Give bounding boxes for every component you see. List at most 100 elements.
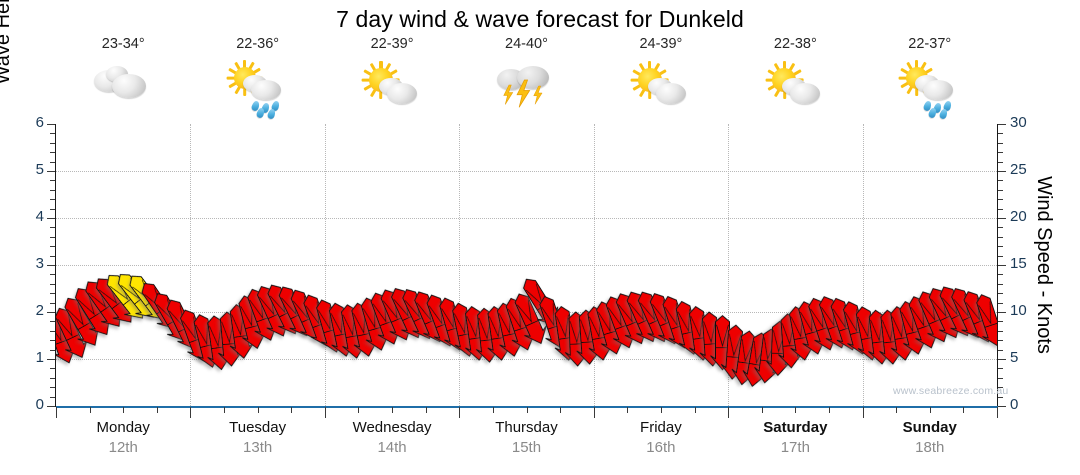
right-tick-major (998, 359, 1006, 360)
right-tick-minor (998, 255, 1003, 257)
gridline-y-5 (56, 171, 997, 172)
temperature-range-label: 22-39° (370, 36, 414, 52)
x-tick-minor (929, 407, 931, 413)
left-tick-label: 3 (35, 255, 44, 272)
right-tick-minor (998, 377, 1003, 379)
right-tick-label: 5 (1010, 349, 1019, 366)
x-tick-minor (828, 407, 830, 413)
gridline-day-4 (593, 124, 595, 406)
barb-feather (466, 314, 480, 338)
cloud-shape (790, 83, 821, 104)
wind-barb-series (56, 124, 997, 406)
day-date-label: 15th (511, 439, 542, 456)
x-tick-minor (392, 407, 394, 413)
wind-barb (64, 297, 99, 346)
left-tick-minor (50, 330, 55, 332)
x-axis-day-friday: Friday 16th (594, 418, 728, 468)
right-tick-minor (998, 368, 1003, 370)
left-tick-major (47, 406, 55, 407)
x-tick-minor (358, 407, 360, 413)
barb-feather (57, 313, 73, 338)
right-tick-label: 0 (1010, 396, 1019, 413)
cloud-shape (250, 80, 281, 100)
barb-feather (453, 310, 467, 335)
right-tick-minor (998, 293, 1003, 295)
barb-feather (195, 322, 208, 346)
right-tick-minor (998, 199, 1003, 201)
left-tick-minor (50, 161, 55, 163)
barb-tail (56, 307, 80, 342)
day-date-label: 13th (243, 439, 273, 456)
left-tick-label: 2 (35, 302, 44, 319)
right-tick-major (998, 124, 1006, 125)
sun-cloud-rain-icon (895, 58, 965, 120)
sun-cloud-icon (357, 58, 427, 116)
left-tick-major (47, 218, 55, 219)
day-name-label: Thursday (495, 419, 558, 436)
sun-cloud-icon (760, 58, 830, 116)
left-tick-label: 5 (35, 161, 44, 178)
cloud-shape (112, 74, 147, 98)
right-tick-minor (998, 236, 1003, 238)
forecast-day-column-wednesday: 22-39° (325, 34, 459, 122)
barb-feather (857, 314, 871, 338)
barb-feather (66, 303, 84, 326)
left-tick-minor (50, 349, 55, 351)
wind-barb-canvas (56, 274, 997, 388)
barb-tail (514, 293, 540, 327)
gridline-y-1 (56, 359, 997, 360)
right-tick-minor (998, 387, 1003, 389)
x-axis-day-tuesday: Tuesday 13th (190, 418, 324, 468)
barb-feather (690, 314, 704, 338)
left-tick-minor (50, 302, 55, 304)
wind-barb (976, 294, 997, 347)
cloud-shape (655, 83, 686, 104)
gridline-day-3 (459, 124, 461, 406)
x-tick-minor (627, 407, 629, 413)
right-tick-minor (998, 208, 1003, 210)
barb-feather (741, 339, 755, 363)
x-tick-minor (761, 407, 763, 413)
gridline-day-5 (728, 124, 730, 406)
sun-ray (243, 60, 247, 69)
x-tick-minor (224, 407, 226, 413)
forecast-day-column-tuesday: 22-36° (190, 34, 324, 122)
right-tick-minor (998, 330, 1003, 332)
x-tick-minor (963, 407, 965, 413)
right-tick-minor (998, 283, 1003, 285)
x-tick-minor (526, 407, 528, 413)
left-tick-major (47, 124, 55, 125)
left-tick-minor (50, 208, 55, 210)
watermark: www.seabreeze.com.au (893, 385, 1009, 397)
left-tick-major (47, 359, 55, 360)
gridline-day-1 (190, 124, 192, 406)
temperature-range-label: 24-40° (505, 36, 548, 52)
day-name-label: Tuesday (229, 419, 287, 436)
right-axis-line (997, 124, 998, 407)
right-tick-minor (998, 396, 1003, 398)
right-tick-label: 20 (1010, 208, 1027, 225)
barb-feather (978, 301, 992, 325)
sun-cloud-icon (626, 58, 696, 116)
forecast-day-column-sunday: 22-37° (863, 34, 997, 122)
x-tick-major (593, 407, 595, 418)
x-tick-minor (123, 407, 125, 413)
right-axis-title: Wind Speed - Knots (1033, 176, 1055, 354)
barb-arrow-head (524, 319, 547, 345)
x-axis-day-monday: Monday 12th (56, 418, 190, 468)
left-tick-minor (50, 227, 55, 229)
left-tick-minor (50, 274, 55, 276)
x-tick-major (862, 407, 864, 418)
x-tick-major (728, 407, 730, 418)
day-date-label: 12th (108, 439, 138, 456)
x-tick-minor (492, 407, 494, 413)
left-tick-label: 0 (35, 396, 44, 413)
left-tick-label: 1 (35, 349, 44, 366)
x-tick-major (997, 407, 998, 418)
right-tick-major (998, 265, 1006, 266)
right-tick-label: 10 (1010, 302, 1027, 319)
right-tick-minor (998, 340, 1003, 342)
x-axis-day-sunday: Sunday 18th (863, 418, 997, 468)
right-tick-minor (998, 227, 1003, 229)
temperature-range-label: 22-37° (908, 36, 952, 52)
